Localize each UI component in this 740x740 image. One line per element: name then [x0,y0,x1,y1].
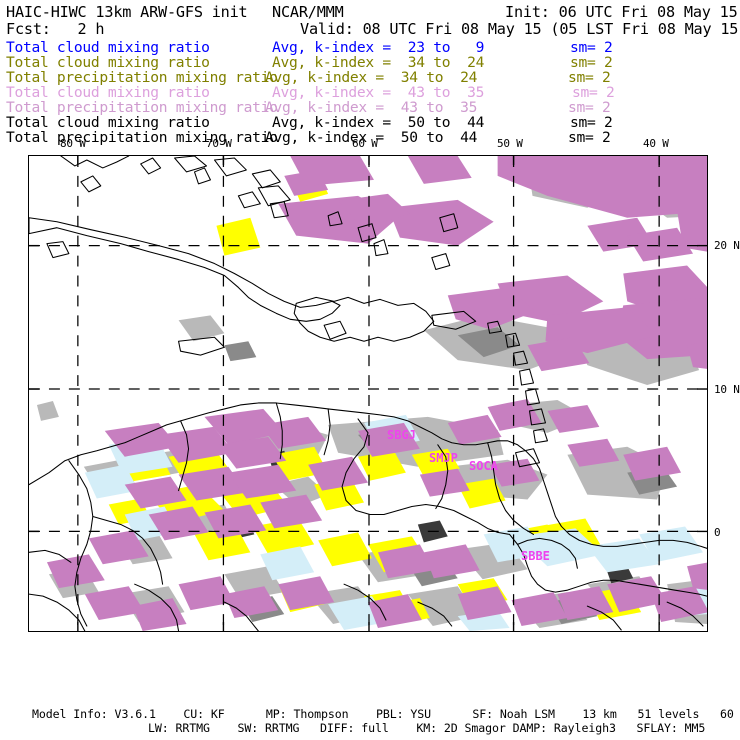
field-avg-1: Avg, k-index = 34 to 24 [272,54,485,71]
lon-tick-60w: 60 W [352,137,378,150]
field-avg-6: Avg, k-index = 50 to 44 [265,129,478,146]
field-avg-4: Avg, k-index = 43 to 35 [265,99,478,116]
forecast-hour: Fcst: 2 h [6,20,105,38]
init-time: Init: 06 UTC Fri 08 May 15 [505,3,738,21]
field-sm-4: sm= 2 [568,99,611,116]
valid-time: Valid: 08 UTC Fri 08 May 15 (05 LST Fri … [300,20,740,38]
field-avg-0: Avg, k-index = 23 to 9 [272,39,485,56]
field-name-2: Total precipitation mixing ratio [6,69,278,86]
axis-ticks [29,156,707,631]
lat-tick-20n: 20 N [714,239,740,252]
lon-tick-40w: 40 W [643,137,669,150]
field-sm-1: sm= 2 [570,54,613,71]
field-name-1: Total cloud mixing ratio [6,54,210,71]
field-avg-5: Avg, k-index = 50 to 44 [272,114,485,131]
field-fill-plum [46,156,707,631]
model-title: HAIC-HIWC 13km ARW-GFS init [6,3,248,21]
station-label-sbbe: SBBE [521,549,550,563]
field-avg-3: Avg, k-index = 43 to 35 [272,84,485,101]
field-sm-6: sm= 2 [568,129,611,146]
lat-tick-0: 0 [714,526,721,539]
field-sm-3: sm= 2 [572,84,615,101]
station-label-sbgj: SBGJ [387,428,416,442]
lon-tick-80w: 80 W [60,137,86,150]
field-name-3: Total cloud mixing ratio [6,84,210,101]
field-name-4: Total precipitation mixing ratio [6,99,278,116]
center-label: NCAR/MMM [272,3,344,21]
field-name-0: Total cloud mixing ratio [6,39,210,56]
field-sm-0: sm= 2 [570,39,613,56]
lon-tick-70w: 70 W [206,137,232,150]
map-canvas [29,156,707,631]
field-avg-2: Avg, k-index = 34 to 24 [265,69,478,86]
field-sm-5: sm= 2 [570,114,613,131]
station-label-smjp: SMJP [429,451,458,465]
model-info-line2: LW: RRTMG SW: RRTMG DIFF: full KM: 2D Sm… [148,721,706,735]
forecast-map-panel[interactable]: SBGJ SMJP SOCA SBBE [28,155,708,632]
coastlines [29,156,707,631]
station-label-soca: SOCA [469,459,498,473]
lon-tick-50w: 50 W [497,137,523,150]
field-sm-2: sm= 2 [568,69,611,86]
graticule [29,156,707,631]
model-info-line1: Model Info: V3.6.1 CU: KF MP: Thompson P… [32,707,740,721]
lat-tick-10n: 10 N [714,383,740,396]
field-name-6: Total precipitation mixing ratio [6,129,278,146]
field-name-5: Total cloud mixing ratio [6,114,210,131]
